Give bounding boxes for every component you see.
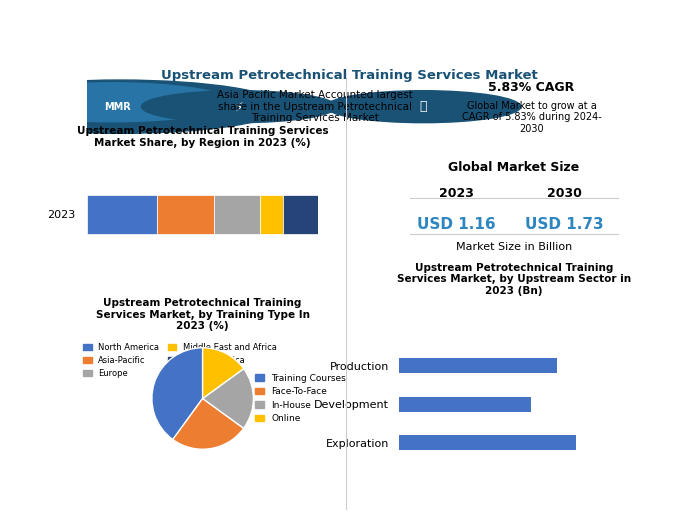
Text: Global Market Size: Global Market Size: [448, 161, 579, 174]
Wedge shape: [203, 368, 253, 428]
Bar: [260, 195, 283, 235]
Text: ⚡: ⚡: [235, 100, 243, 113]
Circle shape: [141, 91, 337, 122]
Text: Market Size in Billion: Market Size in Billion: [456, 242, 572, 252]
Circle shape: [0, 83, 231, 122]
Text: Global Market to grow at a
CAGR of 5.83% during 2024-
2030: Global Market to grow at a CAGR of 5.83%…: [462, 101, 601, 134]
Bar: [157, 195, 214, 235]
Text: MMR: MMR: [103, 102, 131, 112]
Wedge shape: [173, 399, 244, 449]
Wedge shape: [203, 348, 244, 399]
Bar: [283, 195, 318, 235]
Text: 5.83% CAGR: 5.83% CAGR: [489, 80, 575, 93]
Bar: [398, 397, 531, 412]
Bar: [214, 195, 260, 235]
Text: 2030: 2030: [547, 187, 582, 200]
Text: Asia Pacific Market Accounted largest
share in the Upstream Petrotechnical
Train: Asia Pacific Market Accounted largest sh…: [217, 90, 413, 124]
Bar: [398, 435, 576, 450]
Legend: North America, Asia-Pacific, Europe, Middle East and Africa, South America: North America, Asia-Pacific, Europe, Mid…: [80, 339, 280, 381]
Text: USD 1.73: USD 1.73: [525, 217, 604, 232]
Circle shape: [326, 91, 521, 122]
Text: Upstream Petrotechnical Training
Services Market, by Upstream Sector in
2023 (Bn: Upstream Petrotechnical Training Service…: [397, 263, 631, 296]
Bar: [398, 358, 557, 374]
Text: USD 1.16: USD 1.16: [417, 217, 496, 232]
Bar: [87, 195, 157, 235]
Title: Upstream Petrotechnical Training
Services Market, by Training Type In
2023 (%): Upstream Petrotechnical Training Service…: [96, 298, 310, 332]
Text: 2023: 2023: [48, 210, 76, 220]
Wedge shape: [152, 348, 203, 440]
Text: Upstream Petrotechnical Training Services Market: Upstream Petrotechnical Training Service…: [161, 69, 538, 82]
Circle shape: [0, 80, 282, 133]
Text: 🔥: 🔥: [419, 100, 427, 113]
Text: 2023: 2023: [439, 187, 474, 200]
Legend: Training Courses, Face-To-Face, In-House, Online: Training Courses, Face-To-Face, In-House…: [252, 370, 350, 427]
Title: Upstream Petrotechnical Training Services
Market Share, by Region in 2023 (%): Upstream Petrotechnical Training Service…: [77, 126, 329, 147]
